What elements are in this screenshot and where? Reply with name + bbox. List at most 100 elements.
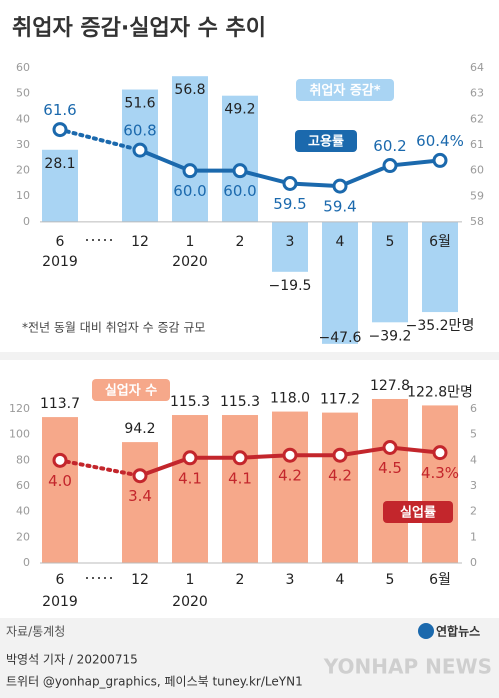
bar bbox=[222, 415, 258, 563]
logo-icon bbox=[418, 623, 434, 639]
bar bbox=[42, 149, 78, 222]
x-tick-label: 3 bbox=[286, 572, 295, 588]
bar bbox=[172, 76, 208, 222]
line-point bbox=[232, 450, 248, 466]
x-year-label: 2020 bbox=[172, 254, 208, 270]
y2-tick-label: 59 bbox=[470, 189, 484, 202]
line-value-label: 3.4 bbox=[128, 487, 152, 505]
line-value-label: 60.4% bbox=[416, 132, 464, 150]
line-point bbox=[332, 178, 348, 194]
y-tick-label: 10 bbox=[16, 189, 30, 202]
line-point bbox=[332, 447, 348, 463]
bar bbox=[272, 221, 308, 272]
line-value-label: 4.2 bbox=[328, 467, 352, 485]
logo: 연합뉴스 bbox=[436, 624, 480, 639]
y2-tick-label: 2 bbox=[470, 505, 477, 518]
bar bbox=[322, 221, 358, 344]
bar bbox=[122, 442, 158, 563]
bar bbox=[222, 95, 258, 222]
social: 트위터 @yonhap_graphics, 페이스북 tuney.kr/LeYN… bbox=[6, 675, 303, 689]
y2-tick-label: 58 bbox=[470, 215, 484, 228]
y2-tick-label: 1 bbox=[470, 530, 477, 543]
bar-value-label: 56.8 bbox=[174, 82, 205, 98]
line-point bbox=[232, 163, 248, 179]
line-point bbox=[182, 163, 198, 179]
bar bbox=[322, 412, 358, 563]
x-tick-label: 6월 bbox=[429, 234, 451, 250]
bar-value-label: 113.7 bbox=[40, 396, 80, 412]
y2-tick-label: 61 bbox=[470, 138, 484, 151]
y2-tick-label: 4 bbox=[470, 453, 477, 466]
bar-value-label: −19.5 bbox=[269, 278, 312, 294]
bar bbox=[372, 221, 408, 323]
line-value-label: 60.0 bbox=[173, 182, 206, 200]
bar-value-label: −39.2 bbox=[369, 328, 412, 344]
y-tick-label: 20 bbox=[16, 164, 30, 177]
y-tick-label: 30 bbox=[16, 138, 30, 151]
line-segment-dashed bbox=[58, 458, 142, 478]
bar-value-label: 122.8만명 bbox=[407, 384, 473, 400]
x-tick-label: 2 bbox=[236, 234, 245, 250]
y-tick-label: 120 bbox=[9, 402, 30, 415]
line-point bbox=[52, 452, 68, 468]
line-point bbox=[132, 142, 148, 158]
bar bbox=[272, 411, 308, 563]
x-tick-label: 4 bbox=[336, 234, 345, 250]
y2-tick-label: 0 bbox=[470, 556, 477, 569]
series-label-box bbox=[296, 79, 394, 101]
bar-value-label: 115.3 bbox=[170, 394, 210, 410]
source: 자료/통계청 bbox=[6, 625, 65, 639]
y-tick-label: 60 bbox=[16, 61, 30, 74]
y-tick-label: 100 bbox=[9, 428, 30, 441]
line-value-label: 60.8 bbox=[123, 122, 156, 140]
x-tick-label: 6월 bbox=[429, 572, 451, 588]
y-tick-label: 80 bbox=[16, 453, 30, 466]
bar-value-label: 94.2 bbox=[124, 421, 155, 437]
y-tick-label: 50 bbox=[16, 87, 30, 100]
line-point bbox=[382, 440, 398, 455]
series-label: 취업자 증감* bbox=[309, 83, 380, 99]
line-value-label: 59.5 bbox=[273, 195, 306, 213]
bar-value-label: 28.1 bbox=[44, 156, 75, 172]
y-tick-label: 40 bbox=[16, 505, 30, 518]
line-value-label: 4.3% bbox=[421, 464, 459, 482]
y2-tick-label: 60 bbox=[470, 164, 484, 177]
series-label-box bbox=[383, 501, 453, 523]
y2-tick-label: 62 bbox=[470, 112, 484, 125]
series-label: 실업률 bbox=[400, 505, 436, 521]
bar bbox=[372, 398, 408, 563]
x-tick-label: 5 bbox=[386, 234, 395, 250]
x-tick-label: 6 bbox=[56, 572, 65, 588]
line-point bbox=[282, 176, 298, 191]
x-tick-label: 12 bbox=[131, 234, 149, 250]
x-tick-label: 1 bbox=[186, 572, 195, 588]
x-tick-label: 12 bbox=[131, 572, 149, 588]
line-value-label: 4.1 bbox=[228, 469, 252, 487]
bar-value-label: 117.2 bbox=[320, 392, 360, 408]
x-year-label: 2019 bbox=[42, 594, 78, 610]
line-value-label: 61.6 bbox=[43, 101, 76, 119]
series-label-box bbox=[295, 130, 357, 152]
line-value-label: 4.2 bbox=[278, 467, 302, 485]
y-tick-label: 60 bbox=[16, 479, 30, 492]
bar bbox=[422, 221, 458, 313]
line-point bbox=[282, 447, 298, 463]
line-value-label: 4.0 bbox=[48, 472, 72, 490]
y-tick-label: 40 bbox=[16, 112, 30, 125]
x-tick-label: 3 bbox=[286, 234, 295, 250]
watermark: YONHAP NEWS bbox=[323, 655, 492, 679]
x-tick-label: 4 bbox=[336, 572, 345, 588]
bar-value-label: −35.2만명 bbox=[406, 318, 475, 334]
y2-tick-label: 6 bbox=[470, 402, 477, 415]
x-tick-label: 2 bbox=[236, 572, 245, 588]
line-point bbox=[52, 122, 68, 138]
x-tick-label: 6 bbox=[56, 234, 65, 250]
line-point bbox=[432, 152, 448, 168]
line-point bbox=[382, 158, 398, 174]
y-tick-label: 0 bbox=[23, 556, 30, 569]
bar bbox=[172, 415, 208, 563]
bar-value-label: 118.0 bbox=[270, 391, 310, 407]
footnote: *전년 동월 대비 취업자 수 증감 규모 bbox=[22, 321, 205, 335]
line-value-label: 4.1 bbox=[178, 469, 202, 487]
